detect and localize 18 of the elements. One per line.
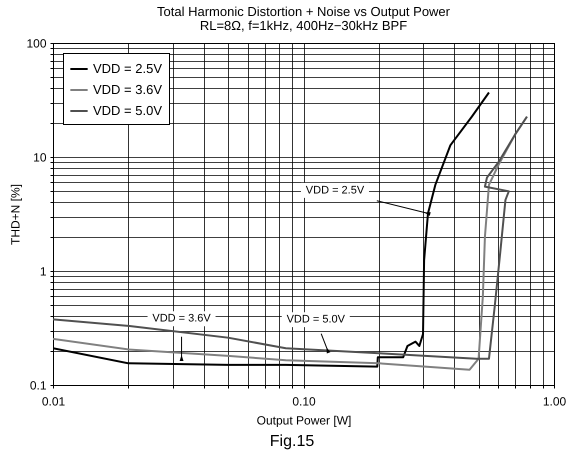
annotation: VDD = 2.5V: [306, 184, 365, 196]
x-tick-label: 1.00: [542, 394, 566, 408]
y-tick-label: 10: [33, 150, 47, 164]
chart-title: Total Harmonic Distortion + Noise vs Output Power: [157, 4, 451, 19]
y-tick-label: 100: [26, 36, 47, 50]
caption: Fig.15: [268, 432, 316, 452]
annotation: VDD = 5.0V: [286, 314, 346, 326]
x-axis-title: Output Power [W]: [256, 414, 352, 428]
y-tick-label: 1: [40, 264, 47, 278]
legend-label: VDD = 2.5V: [93, 61, 162, 76]
legend-label: VDD = 3.6V: [93, 82, 162, 97]
x-tick-label: 0.10: [292, 394, 316, 408]
x-tick-label: 0.01: [42, 394, 66, 408]
y-tick-label: 0.1: [30, 378, 47, 392]
annotation: VDD = 3.6V: [152, 312, 212, 325]
chart-subtitle: RL=8Ω, f=1kHz, 400Hz−30kHz BPF: [200, 18, 408, 33]
legend-label: VDD = 5.0V: [93, 103, 162, 118]
y-axis-title: THD+N [%]: [8, 184, 22, 246]
